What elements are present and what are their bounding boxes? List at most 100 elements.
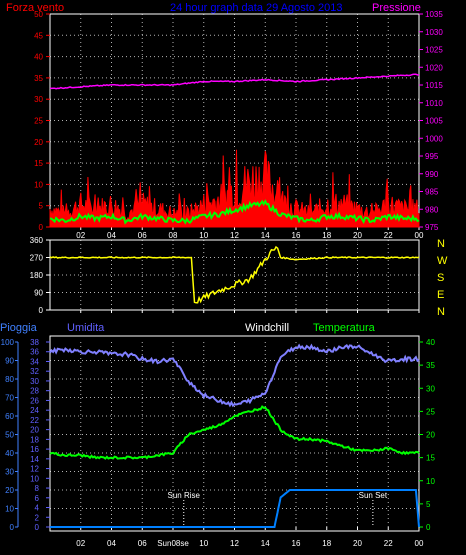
rain-x-axis-ticks: 02 04 06 Sun08se 10 12 14 16 18 20 22 00 [76, 527, 424, 548]
pressure-label: Pressione [372, 2, 421, 14]
rain-x-tick-label: 20 [353, 539, 362, 548]
humidity-temp-rain-series [49, 343, 420, 528]
temperature-axis-ticks: 0 5 10 15 20 25 30 35 40 [419, 338, 435, 532]
pressure-axis-tick-label: 995 [425, 152, 439, 161]
compass-label: N [437, 306, 445, 318]
direction-axis-ticks: 0 90 180 270 360 [30, 236, 50, 315]
wind-x-tick-label: 10 [199, 231, 208, 240]
rain-axis-tick-label: 10 [5, 505, 14, 514]
rain-panel-frame [49, 335, 420, 532]
pressure-axis-tick-label: 1030 [425, 28, 443, 37]
wind-axis-tick-label: 35 [34, 74, 43, 83]
pressure-axis-tick-label: 990 [425, 170, 439, 179]
direction-x-axis-ticks [80, 310, 420, 313]
humidity-axis-tick-label: 24 [30, 406, 39, 415]
wind-x-tick-label: 12 [230, 231, 239, 240]
humidity-axis-tick-label: 0 [35, 523, 40, 532]
wind-axis-tick-label: 5 [39, 202, 44, 211]
sun-rise-label: Sun Rise [168, 491, 201, 500]
pressure-axis-tick-label: 1010 [425, 99, 443, 108]
humidity-axis-tick-label: 34 [30, 357, 39, 366]
temperature-axis-tick-label: 40 [426, 338, 435, 347]
compass-label: W [437, 255, 448, 267]
rain-x-tick-label: 12 [230, 539, 239, 548]
pressure-axis-tick-label: 1005 [425, 117, 443, 126]
rain-x-tick-label: 00 [415, 539, 424, 548]
sun-set-label: Sun Set [359, 491, 388, 500]
humidity-label: Umidita [67, 322, 105, 334]
wind-x-tick-label: 20 [353, 231, 362, 240]
wind-x-tick-label: 16 [292, 231, 301, 240]
rain-axis-tick-label: 30 [5, 468, 14, 477]
wind-gust-area [49, 149, 420, 228]
wind-axis-tick-label: 15 [34, 159, 43, 168]
rain-x-tick-label: 14 [261, 539, 270, 548]
direction-axis-tick-label: 360 [30, 236, 44, 245]
wind-direction-line [49, 245, 420, 304]
rain-axis-tick-label: 0 [10, 523, 15, 532]
humidity-axis-tick-label: 4 [35, 504, 40, 513]
rain-axis-ticks: 0 10 20 30 40 50 60 70 80 90 100 [1, 338, 19, 532]
humidity-line [49, 343, 420, 408]
wind-x-tick-label: 00 [415, 231, 424, 240]
temperature-axis-tick-label: 35 [426, 361, 435, 370]
humidity-axis-tick-label: 38 [30, 338, 39, 347]
graph-title: 24 hour graph data 29 Agosto 2013 [170, 2, 342, 14]
compass-label: S [437, 272, 444, 284]
humidity-axis-tick-label: 22 [30, 416, 39, 425]
rain-line [50, 489, 420, 528]
humidity-axis-tick-label: 14 [30, 455, 39, 464]
rain-axis-tick-label: 70 [5, 394, 14, 403]
humidity-axis-tick-label: 30 [30, 377, 39, 386]
pressure-axis-tick-label: 1015 [425, 81, 443, 90]
humidity-axis-tick-label: 8 [35, 484, 40, 493]
rain-axis-tick-label: 100 [1, 338, 15, 347]
rain-x-tick-label: Sun08se [157, 539, 189, 548]
wind-x-tick-label: 14 [261, 231, 270, 240]
humidity-axis-tick-label: 12 [30, 465, 39, 474]
rain-x-tick-label: 04 [107, 539, 116, 548]
wind-x-tick-label: 18 [322, 231, 331, 240]
humidity-axis-tick-label: 20 [30, 426, 39, 435]
rain-axis-tick-label: 50 [5, 431, 14, 440]
direction-axis-tick-label: 180 [30, 271, 44, 280]
wind-axis-tick-label: 0 [39, 223, 44, 232]
temperature-axis-tick-label: 15 [426, 454, 435, 463]
windchill-label: Windchill [245, 322, 289, 334]
rain-axis-tick-label: 80 [5, 375, 14, 384]
rain-label: Pioggia [0, 322, 38, 334]
wind-force-label: Forza vento [6, 2, 64, 14]
pressure-axis-tick-label: 985 [425, 188, 439, 197]
humidity-axis-tick-label: 18 [30, 435, 39, 444]
wind-axis-tick-label: 50 [34, 10, 43, 19]
pressure-axis-tick-label: 1020 [425, 63, 443, 72]
wind-x-tick-label: 06 [138, 231, 147, 240]
rain-x-tick-label: 18 [322, 539, 331, 548]
temperature-axis-tick-label: 30 [426, 384, 435, 393]
compass-label: N [437, 238, 445, 250]
rain-axis-tick-label: 60 [5, 412, 14, 421]
rain-x-tick-label: 02 [76, 539, 85, 548]
temperature-axis-tick-label: 20 [426, 431, 435, 440]
pressure-line [49, 73, 419, 90]
humidity-axis-tick-label: 2 [35, 513, 40, 522]
direction-axis-tick-label: 90 [34, 289, 43, 298]
pressure-axis-tick-label: 1025 [425, 46, 443, 55]
temperature-axis-tick-label: 10 [426, 477, 435, 486]
humidity-axis-tick-label: 28 [30, 387, 39, 396]
rain-x-tick-label: 06 [138, 539, 147, 548]
direction-panel-grid [50, 240, 419, 310]
direction-axis-tick-label: 0 [39, 306, 44, 315]
humidity-axis-tick-label: 6 [35, 494, 40, 503]
wind-x-tick-label: 08 [169, 231, 178, 240]
pressure-axis-ticks: 975 980 985 990 995 1000 1005 1010 1015 1020 1025 1… [419, 10, 443, 232]
pressure-axis-tick-label: 980 [425, 205, 439, 214]
pressure-axis-tick-label: 1000 [425, 134, 443, 143]
wind-pressure-series [49, 73, 420, 228]
humidity-axis-tick-label: 26 [30, 396, 39, 405]
temperature-axis-tick-label: 25 [426, 407, 435, 416]
wind-axis-tick-label: 10 [34, 180, 43, 189]
sun-markers: Sun Rise Sun Set [168, 491, 388, 527]
